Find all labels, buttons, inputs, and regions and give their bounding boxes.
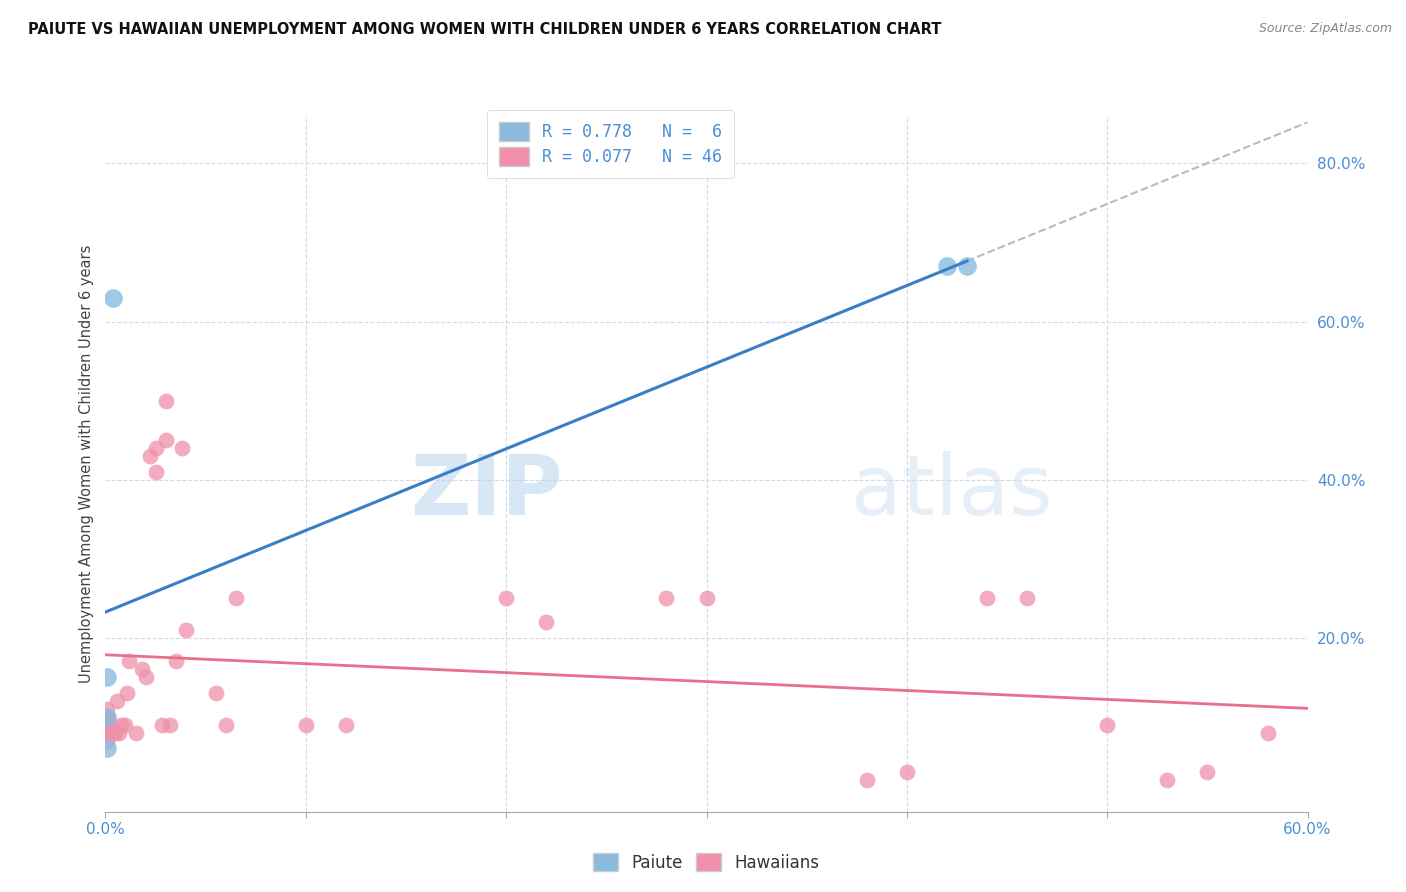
Point [174,623,197,637]
Point [98,725,121,739]
Point [214,717,236,731]
Point [155,393,177,408]
Point [110,717,132,731]
Text: PAIUTE VS HAWAIIAN UNEMPLOYMENT AMONG WOMEN WITH CHILDREN UNDER 6 YEARS CORRELAT: PAIUTE VS HAWAIIAN UNEMPLOYMENT AMONG WO… [28,22,942,37]
Point [1197,765,1219,780]
Point [138,449,160,463]
Text: ZIP: ZIP [409,451,562,533]
Point [696,591,718,606]
Text: Source: ZipAtlas.com: Source: ZipAtlas.com [1258,22,1392,36]
Point [103,291,125,305]
Point [114,717,136,731]
Point [150,717,173,731]
Legend: Paiute, Hawaiians: Paiute, Hawaiians [585,845,828,880]
Point [96,741,118,756]
Point [96,733,118,747]
Point [1017,591,1039,606]
Point [655,591,678,606]
Point [145,465,167,479]
Text: atlas: atlas [851,451,1053,533]
Point [96,670,118,684]
Point [103,725,125,739]
Point [956,259,979,273]
Point [204,686,226,700]
Point [534,615,557,629]
Point [107,694,129,708]
Point [96,710,118,724]
Y-axis label: Unemployment Among Women with Children Under 6 years: Unemployment Among Women with Children U… [79,244,94,683]
Point [155,433,177,447]
Point [135,670,157,684]
Point [108,725,131,739]
Point [936,259,959,273]
Point [131,662,153,676]
Point [495,591,517,606]
Point [225,591,247,606]
Point [295,717,318,731]
Point [855,773,877,788]
Point [96,702,118,716]
Point [1257,725,1279,739]
Point [96,710,118,724]
Point [1156,773,1178,788]
Point [335,717,357,731]
Point [976,591,998,606]
Point [159,717,181,731]
Point [896,765,918,780]
Point [118,655,141,669]
Point [96,710,118,724]
Point [104,725,127,739]
Point [1097,717,1119,731]
Point [124,725,146,739]
Point [96,725,118,739]
Point [117,686,139,700]
Point [145,441,167,455]
Point [96,717,118,731]
Point [165,655,187,669]
Point [100,717,122,731]
Point [170,441,193,455]
